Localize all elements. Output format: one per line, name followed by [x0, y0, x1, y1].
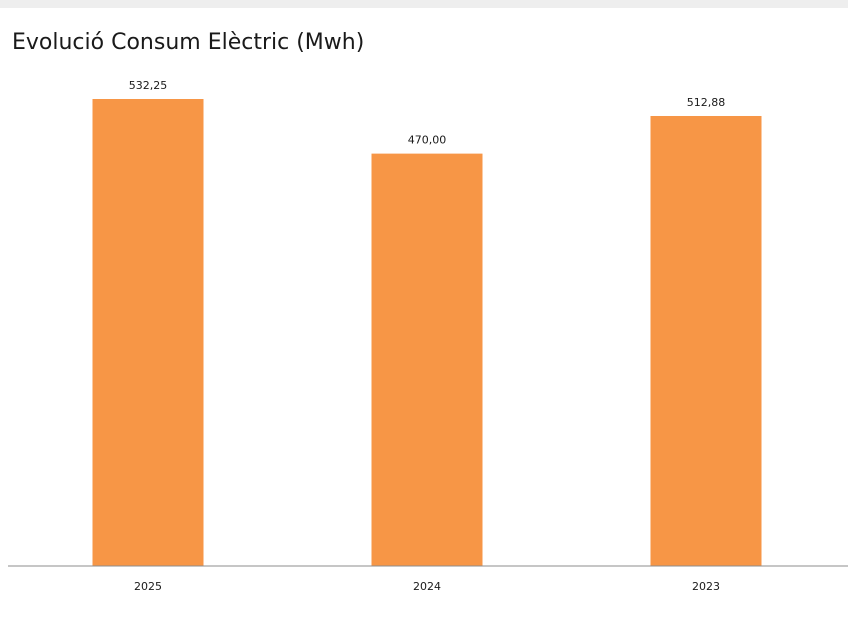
bar-value-label-2025: 532,25: [129, 79, 168, 92]
bar-2023: [650, 115, 762, 567]
chart-title: Evolució Consum Elèctric (Mwh): [12, 30, 365, 55]
labels-group: 532,25 2025 470,00 2024 512,88 2023: [129, 79, 726, 593]
bar-value-label-2024: 470,00: [408, 134, 447, 147]
x-tick-label-2023: 2023: [692, 580, 720, 593]
bar-2024: [371, 153, 483, 567]
x-tick-label-2024: 2024: [413, 580, 441, 593]
bars-group: [92, 99, 762, 567]
x-tick-label-2025: 2025: [134, 580, 162, 593]
bar-value-label-2023: 512,88: [687, 96, 726, 109]
top-band: [0, 0, 848, 8]
bar-2025: [92, 99, 204, 566]
